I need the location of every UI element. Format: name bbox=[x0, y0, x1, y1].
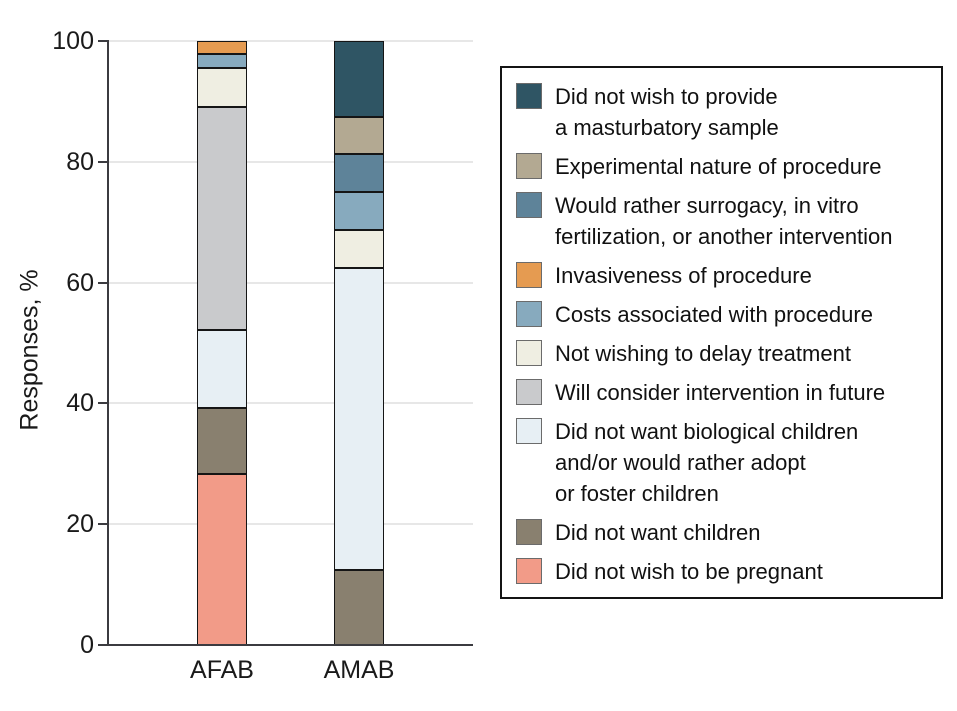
legend-item: Did not wish to be pregnant bbox=[516, 556, 927, 587]
y-tick-label-80: 80 bbox=[66, 147, 94, 176]
gridline-40 bbox=[109, 402, 473, 405]
y-tick-label-20: 20 bbox=[66, 510, 94, 539]
bar-segment bbox=[334, 41, 384, 117]
bar-segment bbox=[334, 267, 384, 570]
legend-label: Did not want children bbox=[555, 520, 761, 545]
legend-swatch bbox=[516, 519, 542, 545]
y-tick-label-40: 40 bbox=[66, 389, 94, 418]
legend-swatch bbox=[516, 262, 542, 288]
legend-label: Experimental nature of procedure bbox=[555, 154, 882, 179]
bar-segment bbox=[197, 41, 247, 55]
legend-swatch bbox=[516, 301, 542, 327]
x-axis-line bbox=[107, 644, 473, 646]
legend-label: Will consider intervention in future bbox=[555, 380, 886, 405]
gridline-60 bbox=[109, 281, 473, 284]
legend-item: Will consider intervention in future bbox=[516, 377, 927, 408]
bar-segment bbox=[334, 192, 384, 230]
bar-segment bbox=[334, 569, 384, 645]
legend-swatch bbox=[516, 153, 542, 179]
bar-segment bbox=[197, 474, 247, 645]
y-tickmark-0 bbox=[98, 644, 108, 646]
legend-label: Invasiveness of procedure bbox=[555, 263, 812, 288]
gridline-20 bbox=[109, 523, 473, 526]
legend-label: Did not wish to provide a masturbatory s… bbox=[555, 84, 779, 140]
x-axis-label-amab: AMAB bbox=[323, 656, 395, 684]
bar-segment bbox=[334, 154, 384, 192]
legend-item: Did not wish to provide a masturbatory s… bbox=[516, 81, 927, 143]
legend-label: Did not want biological children and/or … bbox=[555, 419, 859, 506]
legend-swatch bbox=[516, 83, 542, 109]
legend-item: Not wishing to delay treatment bbox=[516, 338, 927, 369]
legend-label: Costs associated with procedure bbox=[555, 302, 873, 327]
bar-segment bbox=[197, 330, 247, 409]
gridline-80 bbox=[109, 160, 473, 163]
x-axis-label-afab: AFAB bbox=[190, 656, 254, 684]
bar-segment bbox=[197, 106, 247, 331]
bar-segment bbox=[334, 229, 384, 268]
legend-swatch bbox=[516, 558, 542, 584]
bar-segment bbox=[197, 408, 247, 475]
legend-swatch bbox=[516, 418, 542, 444]
bar-segment bbox=[197, 54, 247, 68]
legend-swatch bbox=[516, 379, 542, 405]
legend-item: Would rather surrogacy, in vitro fertili… bbox=[516, 190, 927, 252]
legend: Did not wish to provide a masturbatory s… bbox=[500, 66, 943, 599]
legend-swatch bbox=[516, 192, 542, 218]
legend-swatch bbox=[516, 340, 542, 366]
legend-label: Would rather surrogacy, in vitro fertili… bbox=[555, 193, 893, 249]
legend-item: Invasiveness of procedure bbox=[516, 260, 927, 291]
legend-label: Not wishing to delay treatment bbox=[555, 341, 851, 366]
y-tick-label-0: 0 bbox=[80, 631, 94, 659]
y-tick-label-60: 60 bbox=[66, 268, 94, 297]
y-tickmark-100 bbox=[98, 40, 108, 42]
y-tickmark-60 bbox=[98, 281, 108, 284]
y-tickmark-80 bbox=[98, 160, 108, 163]
legend-items: Did not wish to provide a masturbatory s… bbox=[516, 81, 927, 587]
y-tickmark-40 bbox=[98, 402, 108, 405]
y-tick-label-100: 100 bbox=[52, 27, 94, 55]
legend-item: Experimental nature of procedure bbox=[516, 151, 927, 182]
bar-segment bbox=[334, 116, 384, 155]
legend-item: Did not want children bbox=[516, 517, 927, 548]
legend-item: Costs associated with procedure bbox=[516, 299, 927, 330]
legend-item: Did not want biological children and/or … bbox=[516, 416, 927, 509]
legend-label: Did not wish to be pregnant bbox=[555, 559, 823, 584]
y-tickmark-20 bbox=[98, 523, 108, 526]
bar-segment bbox=[197, 67, 247, 107]
gridline-100 bbox=[109, 40, 473, 42]
bar-afab bbox=[197, 41, 247, 645]
y-axis-line bbox=[107, 40, 109, 646]
bar-amab bbox=[334, 41, 384, 645]
